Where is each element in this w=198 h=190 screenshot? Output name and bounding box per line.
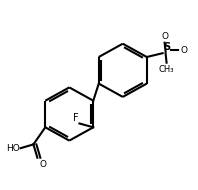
Text: O: O [39,160,46,169]
Text: O: O [180,46,188,55]
Text: F: F [73,112,78,123]
Text: CH₃: CH₃ [159,65,174,74]
Text: S: S [164,42,171,52]
Text: O: O [161,32,168,41]
Text: HO: HO [6,144,20,153]
